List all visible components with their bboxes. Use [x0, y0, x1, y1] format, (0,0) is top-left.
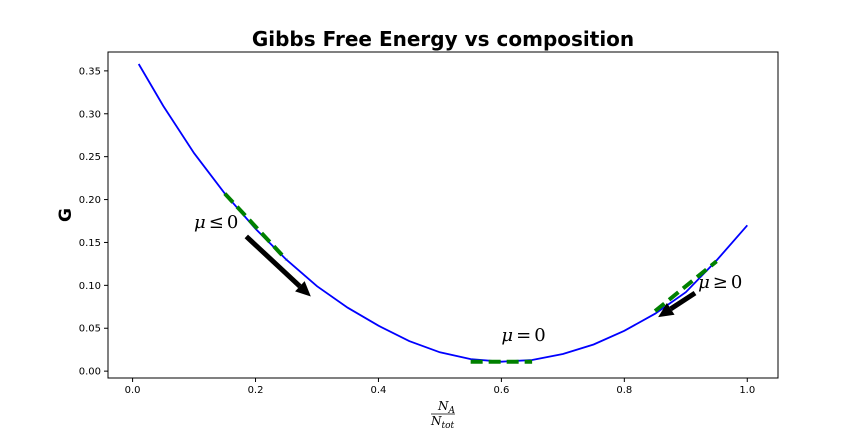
x-tick-label: 0.6 — [493, 385, 509, 396]
x-tick-label: 0.0 — [125, 385, 141, 396]
tangent-line-1 — [223, 192, 288, 261]
plot-area-frame — [107, 51, 779, 379]
gibbs-curve — [137, 63, 748, 363]
arrow-2 — [658, 290, 697, 318]
x-tick-label: 0.8 — [616, 385, 632, 396]
arrow-shaft — [244, 234, 302, 289]
x-label-numerator: NA — [437, 399, 456, 416]
y-tick-label: 0.30 — [79, 109, 101, 120]
arrow-1 — [244, 234, 311, 297]
annotation-layer: μ ≤0 μ = 0 μ ≥0 — [194, 212, 742, 346]
y-axis-label: G — [56, 208, 76, 222]
x-axis-label: NA Ntot — [430, 399, 456, 431]
arrow-shaft — [669, 290, 697, 311]
y-tick-label: 0.05 — [79, 324, 101, 335]
mu-annotation-1: μ ≤0 — [194, 212, 238, 233]
chart-title: Gibbs Free Energy vs composition — [252, 27, 634, 51]
y-tick-label: 0.00 — [79, 367, 101, 378]
y-tick-label: 0.25 — [79, 152, 101, 163]
y-tick-label: 0.10 — [79, 281, 101, 292]
x-label-denominator: Ntot — [430, 414, 455, 431]
x-tick-label: 1.0 — [739, 385, 755, 396]
mu-annotation-3: μ ≥0 — [698, 272, 742, 293]
y-tick-label: 0.35 — [79, 66, 101, 77]
x-tick-label: 0.2 — [248, 385, 264, 396]
tangent-line-3 — [653, 259, 718, 313]
series-layer — [137, 63, 748, 364]
x-tick-label: 0.4 — [371, 385, 387, 396]
arrow-head — [658, 303, 675, 318]
arrow-layer — [244, 234, 697, 318]
y-tick-label: 0.20 — [79, 195, 101, 206]
y-tick-label: 0.15 — [79, 238, 101, 249]
y-axis: 0.00 0.05 0.10 0.15 0.20 0.25 0.30 0.35 — [79, 66, 108, 378]
mu-annotation-2: μ = 0 — [501, 325, 545, 346]
x-axis: 0.0 0.2 0.4 0.6 0.8 1.0 — [125, 378, 755, 396]
arrow-head — [295, 281, 311, 297]
